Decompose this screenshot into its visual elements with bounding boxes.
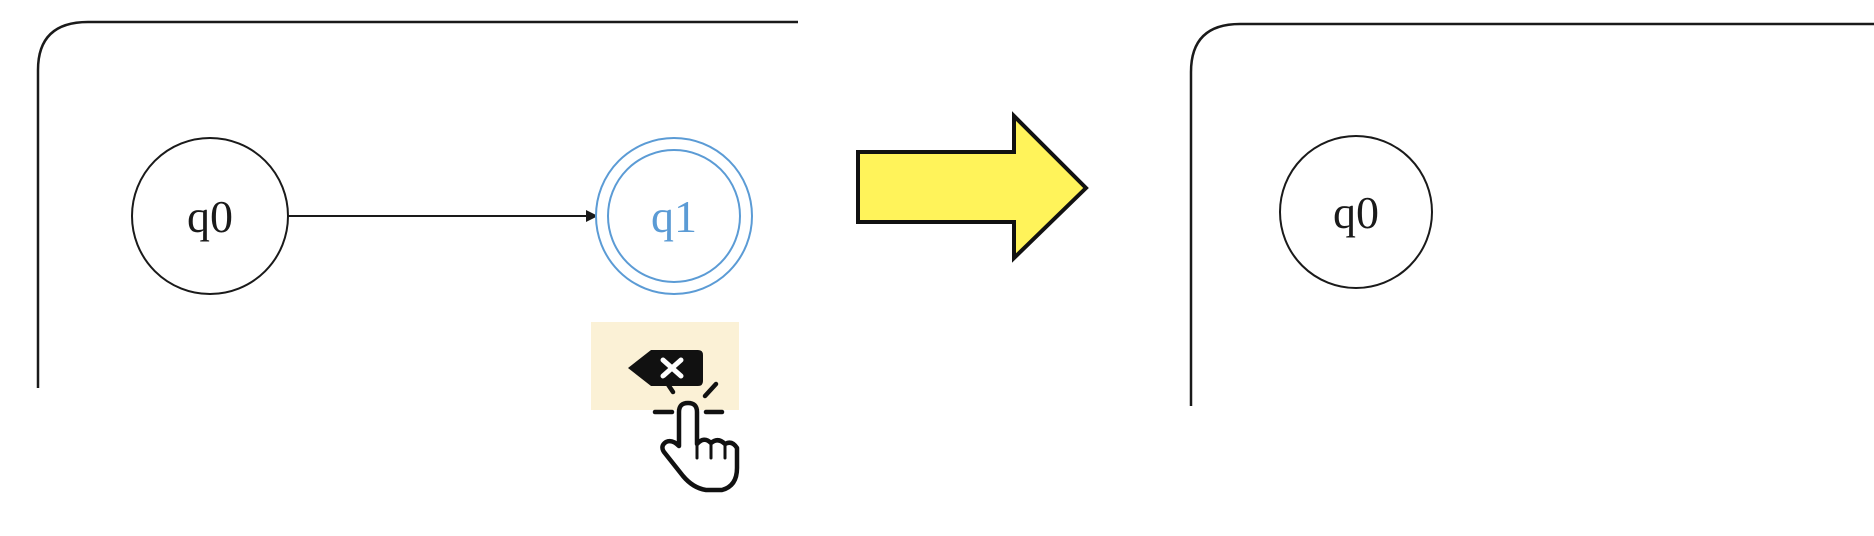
state-q0[interactable]: q0 — [131, 137, 289, 295]
state-q1[interactable]: q1 — [595, 137, 753, 295]
delete-backspace-icon — [628, 350, 703, 386]
after-panel-frame — [1189, 22, 1874, 406]
delete-button[interactable] — [591, 322, 739, 410]
after-panel: q0 — [1189, 22, 1874, 406]
state-label: q1 — [651, 191, 697, 242]
state-q0[interactable]: q0 — [1279, 135, 1433, 289]
pointer-hand-click-icon — [652, 377, 740, 493]
before-panel-frame — [36, 20, 798, 388]
before-panel: q0 q1 — [36, 20, 798, 493]
state-label: q0 — [1333, 187, 1379, 238]
state-label: q0 — [187, 191, 233, 242]
right-arrow-icon — [856, 111, 1089, 263]
